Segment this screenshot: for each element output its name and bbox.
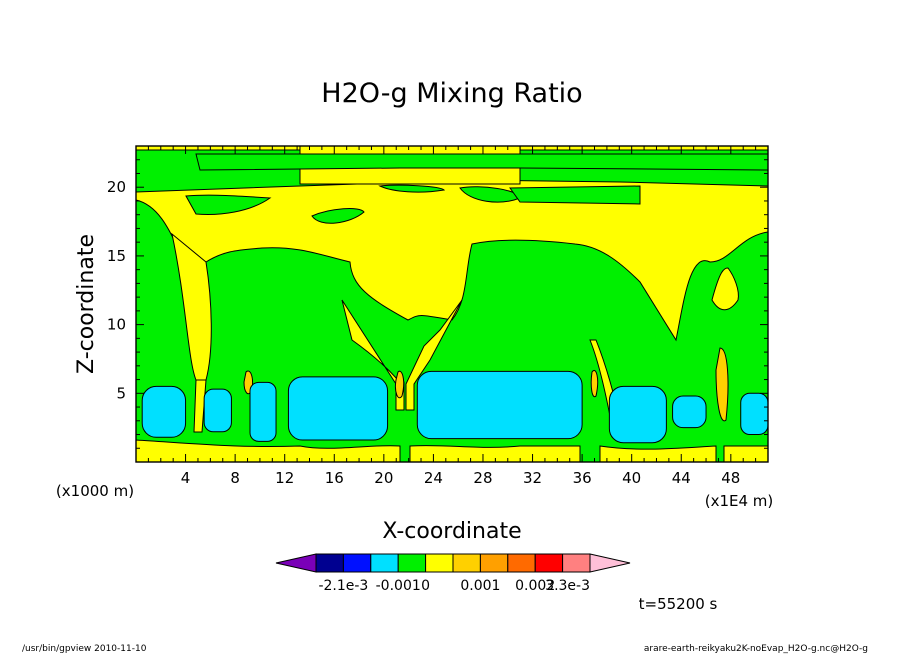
colorbar-swatch xyxy=(275,553,317,573)
yellow-region xyxy=(341,299,405,411)
cyan-region xyxy=(287,376,389,441)
colorbar-label: 0.001 xyxy=(460,578,500,594)
y-tick-label: 10 xyxy=(107,316,126,334)
cyan-region xyxy=(672,395,707,429)
colorbar-swatch xyxy=(507,553,536,573)
x-tick-label: 8 xyxy=(230,469,240,487)
x-tick-label: 24 xyxy=(424,469,443,487)
green-island xyxy=(509,185,641,205)
cyan-region xyxy=(740,392,769,436)
colorbar-label: -0.001 xyxy=(376,578,421,594)
cyan-region xyxy=(141,385,187,438)
green-island xyxy=(311,208,365,224)
yellow-region xyxy=(599,445,717,463)
time-label: t=55200 s xyxy=(639,595,718,613)
colorbar-swatch xyxy=(397,553,427,573)
colorbar-swatch xyxy=(589,553,631,573)
green-island xyxy=(195,153,769,171)
colorbar-label: 0 xyxy=(421,578,430,594)
x-axis-label: X-coordinate xyxy=(382,519,521,544)
contour-plot xyxy=(135,145,769,463)
chart-title: H2O-g Mixing Ratio xyxy=(321,78,582,109)
green-island xyxy=(378,184,446,193)
colorbar-swatch xyxy=(534,553,564,573)
x-tick-label: 20 xyxy=(374,469,393,487)
yellow-region xyxy=(711,267,739,311)
x-tick-label: 40 xyxy=(622,469,641,487)
colorbar xyxy=(275,553,631,573)
colorbar-label: 0.002 xyxy=(515,578,555,594)
colorbar-swatch xyxy=(479,553,509,573)
x-tick-label: 16 xyxy=(325,469,344,487)
y-tick-labels: 5 10 15 20 xyxy=(107,178,126,402)
orange-filament xyxy=(715,347,729,422)
colorbar-swatch xyxy=(562,553,591,573)
orange-filament xyxy=(395,370,405,399)
y-axis-label: Z-coordinate xyxy=(74,234,99,374)
yellow-region xyxy=(135,179,769,342)
colorbar-swatch xyxy=(452,553,481,573)
yellow-region xyxy=(405,299,463,411)
cyan-region xyxy=(203,388,232,433)
footer-right: arare-earth-reikyaku2K-noEvap_H2O-g.nc@H… xyxy=(644,644,868,654)
x-unit-right: (x1E4 m) xyxy=(705,492,774,510)
footer-left: /usr/bin/gpview 2010-11-10 xyxy=(22,644,147,654)
cyan-region xyxy=(249,381,277,442)
colorbar-swatch xyxy=(342,553,372,573)
x-tick-label: 32 xyxy=(523,469,542,487)
x-tick-label: 36 xyxy=(573,469,592,487)
cyan-region xyxy=(608,385,667,444)
y-tick-label: 20 xyxy=(107,178,126,196)
colorbar-label: -2.1e-3 xyxy=(318,578,368,594)
plot-frame xyxy=(135,145,769,463)
x-tick-label: 44 xyxy=(672,469,691,487)
yellow-region xyxy=(409,445,581,463)
green-island xyxy=(185,194,272,215)
x-tick-labels: 4 8 12 16 20 24 28 32 36 40 44 48 xyxy=(181,469,741,487)
x-tick-label: 28 xyxy=(473,469,492,487)
orange-filament xyxy=(590,370,599,398)
colorbar-swatch xyxy=(425,553,454,573)
colorbar-swatch xyxy=(315,553,344,573)
y-tick-label: 5 xyxy=(116,384,126,402)
colorbar-label: 3.3e-3 xyxy=(545,578,590,594)
x-unit-left: (x1000 m) xyxy=(56,482,134,500)
cyan-region xyxy=(416,370,583,440)
x-tick-label: 4 xyxy=(181,469,191,487)
colorbar-swatch xyxy=(370,553,399,573)
yellow-region xyxy=(193,379,207,433)
y-tick-label: 15 xyxy=(107,247,126,265)
x-tick-label: 48 xyxy=(721,469,740,487)
x-tick-label: 12 xyxy=(275,469,294,487)
